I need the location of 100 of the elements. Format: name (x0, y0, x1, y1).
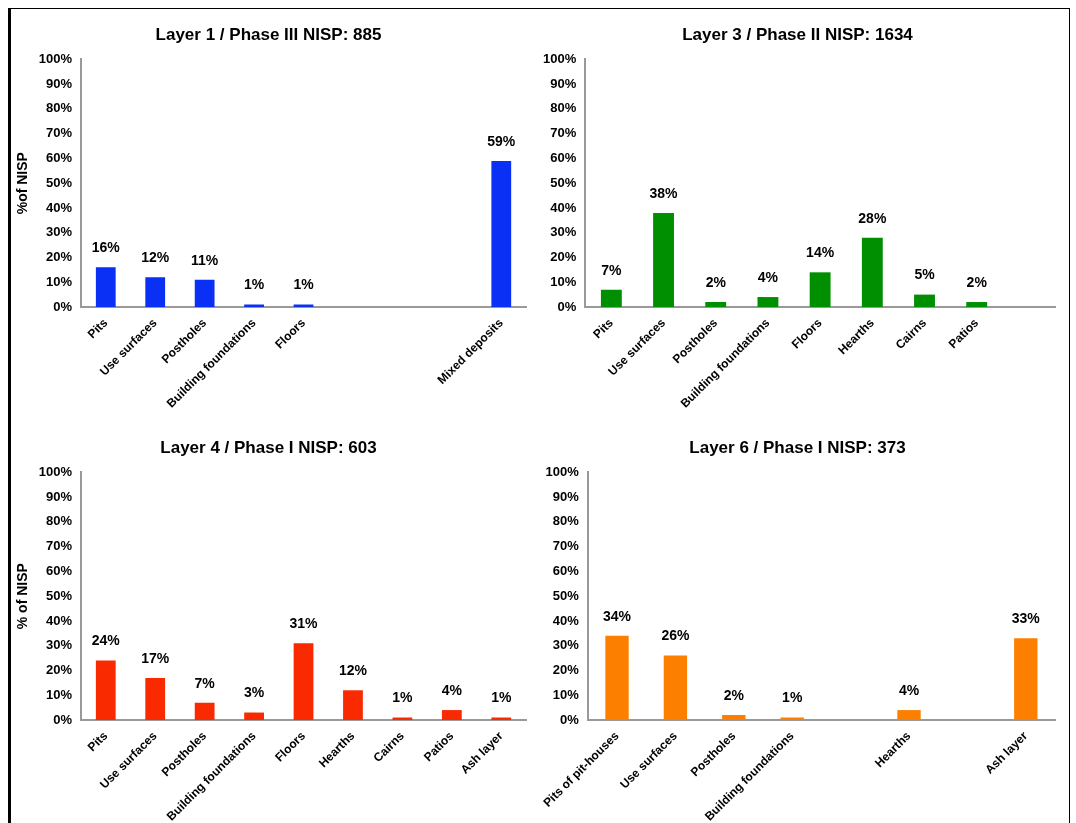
bar (600, 289, 622, 307)
bar (95, 267, 116, 307)
y-tick-label: 40% (46, 612, 73, 628)
y-tick-label: 100% (38, 50, 73, 66)
chart-title: Layer 4 / Phase I NISP: 603 (160, 437, 377, 457)
y-tick-label: 10% (46, 686, 73, 702)
bar (95, 660, 116, 720)
data-label: 2% (966, 273, 988, 290)
y-tick-label: 50% (46, 174, 73, 190)
bar (194, 702, 215, 720)
y-tick-label: 30% (552, 637, 580, 653)
data-label: 34% (603, 607, 632, 624)
bar (722, 715, 746, 720)
y-tick-label: 90% (550, 75, 577, 91)
bar (705, 302, 727, 307)
data-label: 31% (289, 615, 319, 632)
bar (194, 279, 215, 307)
data-label: 11% (191, 251, 219, 268)
bar (441, 710, 462, 720)
x-tick-label: Pits (84, 315, 111, 342)
y-tick-label: 80% (552, 513, 580, 529)
x-tick-label: Pits (84, 728, 111, 755)
y-tick-label: 40% (46, 199, 73, 215)
bar (244, 712, 264, 720)
bar (653, 212, 674, 307)
y-tick-label: 60% (550, 150, 577, 166)
y-tick-label: 30% (46, 637, 73, 653)
y-tick-label: 30% (46, 224, 73, 240)
y-tick-label: 0% (53, 711, 73, 727)
y-tick-label: 80% (46, 513, 73, 529)
data-label: 3% (243, 684, 265, 701)
y-tick-label: 30% (550, 224, 577, 240)
data-label: 1% (243, 276, 265, 293)
data-label: 4% (757, 268, 779, 285)
data-label: 2% (723, 686, 745, 703)
y-tick-label: 90% (552, 488, 580, 504)
y-tick-label: 70% (46, 125, 73, 141)
y-tick-label: 10% (46, 273, 73, 289)
y-tick-label: 90% (46, 75, 73, 91)
bar (145, 677, 166, 720)
y-tick-label: 20% (550, 249, 577, 265)
y-tick-label: 50% (552, 587, 580, 603)
y-tick-label: 0% (557, 298, 577, 314)
data-label: 12% (141, 249, 170, 266)
y-axis-title: %of NISP (14, 152, 31, 215)
bar (663, 655, 688, 720)
y-tick-label: 80% (550, 100, 577, 116)
y-tick-label: 10% (552, 686, 580, 702)
y-tick-label: 50% (46, 587, 73, 603)
chart-title: Layer 3 / Phase II NISP: 1634 (682, 24, 914, 44)
data-label: 28% (858, 209, 887, 226)
data-label: 1% (293, 276, 315, 293)
data-label: 4% (898, 681, 920, 698)
y-tick-label: 0% (560, 711, 580, 727)
bar (491, 160, 512, 307)
bar (343, 690, 363, 720)
y-tick-label: 70% (550, 125, 577, 141)
data-label: 1% (491, 689, 512, 706)
y-tick-label: 60% (552, 563, 580, 579)
y-tick-label: 100% (38, 463, 73, 479)
bar (861, 237, 883, 307)
y-tick-label: 20% (46, 249, 73, 265)
data-label: 7% (601, 261, 623, 278)
y-tick-label: 20% (552, 662, 580, 678)
y-tick-label: 60% (46, 150, 73, 166)
data-label: 2% (705, 273, 727, 290)
data-label: 26% (661, 627, 690, 644)
bar (809, 272, 831, 307)
data-label: 4% (441, 681, 463, 698)
data-label: 17% (141, 649, 170, 666)
data-label: 1% (782, 689, 803, 706)
y-tick-label: 70% (46, 538, 73, 554)
y-tick-label: 80% (46, 100, 73, 116)
y-tick-label: 10% (550, 273, 577, 289)
bar (605, 635, 629, 720)
data-label: 24% (91, 632, 121, 649)
bar (966, 302, 988, 307)
data-label: 59% (487, 132, 516, 149)
y-axis-title: % of NISP (14, 563, 31, 630)
x-tick-label: Pits (590, 315, 617, 342)
chart-title: Layer 1 / Phase III NISP: 885 (155, 24, 382, 44)
y-tick-label: 90% (46, 488, 73, 504)
data-label: 33% (1011, 610, 1041, 627)
bar (1014, 638, 1038, 720)
bar (145, 277, 166, 307)
y-tick-label: 100% (543, 50, 577, 66)
bar (293, 643, 314, 720)
data-label: 1% (392, 689, 414, 706)
y-tick-label: 20% (46, 662, 73, 678)
bar (914, 294, 935, 307)
y-tick-label: 50% (550, 174, 577, 190)
y-tick-label: 0% (53, 298, 73, 314)
data-label: 7% (194, 674, 216, 691)
chart-title: Layer 6 / Phase I NISP: 373 (689, 437, 906, 457)
data-label: 12% (338, 662, 368, 679)
bar (897, 710, 921, 720)
y-tick-label: 100% (545, 463, 580, 479)
y-tick-label: 40% (552, 612, 580, 628)
bar (757, 297, 779, 307)
data-label: 5% (914, 266, 936, 283)
